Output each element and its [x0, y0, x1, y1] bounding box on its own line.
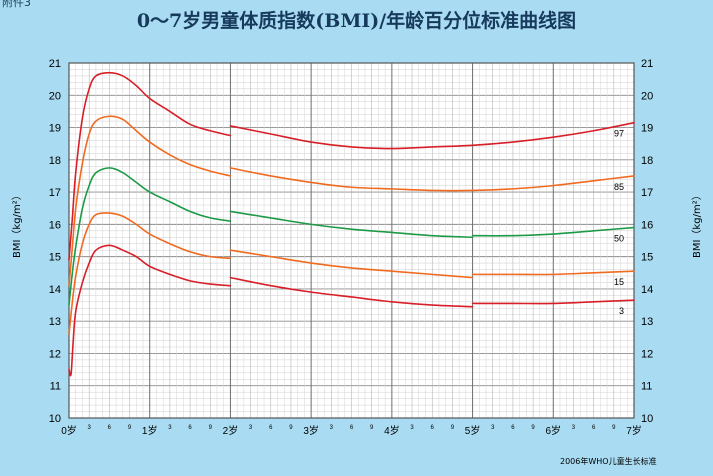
x-tick-label-minor: 9 [451, 425, 455, 431]
y-tick-label-left: 15 [49, 252, 61, 264]
x-tick-label-major: 7岁 [626, 424, 642, 437]
series-label-p97: 97 [614, 129, 624, 139]
x-tick-label-major: 4岁 [384, 424, 400, 437]
series-line-p3 [229, 276, 474, 308]
y-tick-label-right: 21 [641, 58, 653, 70]
y-tick-label-left: 12 [49, 348, 61, 360]
x-tick-label-major: 2岁 [223, 424, 239, 437]
x-tick-label-minor: 3 [491, 425, 495, 431]
series-line-p97 [229, 121, 635, 150]
footnote: 2006年WHO儿童生长标准 [560, 457, 657, 466]
y-tick-label-left: 14 [49, 284, 61, 296]
y-tick-label-left: 17 [49, 187, 61, 199]
x-tick-label-minor: 6 [511, 425, 515, 431]
series-label-p85: 85 [614, 182, 624, 192]
y-tick-label-right: 17 [641, 187, 653, 199]
x-tick-label-major: 6岁 [546, 424, 562, 437]
series-line-p50 [229, 210, 474, 239]
y-axis-label-left: BMI（kg/m²） [12, 190, 23, 258]
x-tick-label-minor: 9 [370, 425, 374, 431]
y-tick-label-right: 12 [641, 348, 653, 360]
x-tick-label-minor: 6 [188, 425, 192, 431]
x-tick-label-major: 1岁 [142, 424, 158, 437]
x-tick-label-minor: 3 [168, 425, 172, 431]
series-line-p85 [68, 115, 232, 287]
y-tick-label-left: 10 [49, 413, 61, 425]
y-tick-label-right: 13 [641, 316, 653, 328]
x-tick-label-minor: 6 [350, 425, 354, 431]
series-line-p85 [229, 167, 635, 192]
y-tick-label-right: 11 [641, 381, 652, 393]
y-tick-label-right: 18 [641, 155, 653, 167]
y-tick-label-left: 16 [49, 219, 61, 231]
y-tick-label-right: 20 [641, 90, 653, 102]
series-label-p50: 50 [614, 234, 624, 244]
y-tick-label-left: 13 [49, 316, 61, 328]
x-tick-label-minor: 9 [209, 425, 213, 431]
series-line-p97 [68, 71, 232, 261]
y-tick-label-left: 21 [49, 58, 61, 70]
y-tick-label-right: 10 [641, 413, 653, 425]
series-line-p15 [229, 249, 474, 279]
x-tick-label-minor: 3 [249, 425, 253, 431]
series-line-p15 [471, 270, 635, 276]
y-tick-label-right: 16 [641, 219, 653, 231]
x-tick-label-major: 5岁 [465, 424, 481, 437]
y-tick-label-left: 18 [49, 155, 61, 167]
x-tick-label-minor: 6 [269, 425, 273, 431]
x-tick-label-minor: 6 [431, 425, 435, 431]
series-line-p15 [68, 212, 232, 335]
series-line-p50 [471, 226, 635, 237]
x-tick-label-minor: 6 [592, 425, 596, 431]
corner-label: 附件3 [2, 0, 31, 9]
plot-border [68, 62, 635, 419]
x-tick-label-minor: 6 [108, 425, 112, 431]
x-tick-label-minor: 3 [88, 425, 92, 431]
y-axis-label-right: BMI（kg/m²） [692, 190, 703, 258]
x-tick-label-minor: 3 [572, 425, 576, 431]
y-tick-label-left: 11 [50, 381, 61, 393]
x-tick-label-major: 3岁 [303, 424, 319, 437]
y-tick-label-left: 20 [49, 90, 61, 102]
series-line-p50 [68, 167, 232, 306]
y-tick-label-right: 19 [641, 123, 653, 135]
y-tick-label-right: 14 [641, 284, 653, 296]
y-tick-label-right: 15 [641, 252, 653, 264]
x-tick-label-minor: 3 [330, 425, 334, 431]
series-line-p3 [68, 244, 232, 377]
x-tick-label-minor: 9 [128, 425, 132, 431]
x-tick-label-minor: 9 [289, 425, 293, 431]
series-label-p15: 15 [614, 277, 624, 287]
x-tick-label-minor: 3 [410, 425, 414, 431]
x-tick-label-major: 0岁 [61, 424, 77, 437]
y-tick-label-left: 19 [49, 123, 61, 135]
x-tick-label-minor: 9 [531, 425, 535, 431]
chart-title: 0～7岁男童体质指数(BMI)/年龄百分位标准曲线图 [136, 10, 577, 32]
series-label-p3: 3 [619, 306, 624, 316]
x-tick-label-minor: 9 [612, 425, 616, 431]
series-line-p3 [471, 299, 635, 305]
